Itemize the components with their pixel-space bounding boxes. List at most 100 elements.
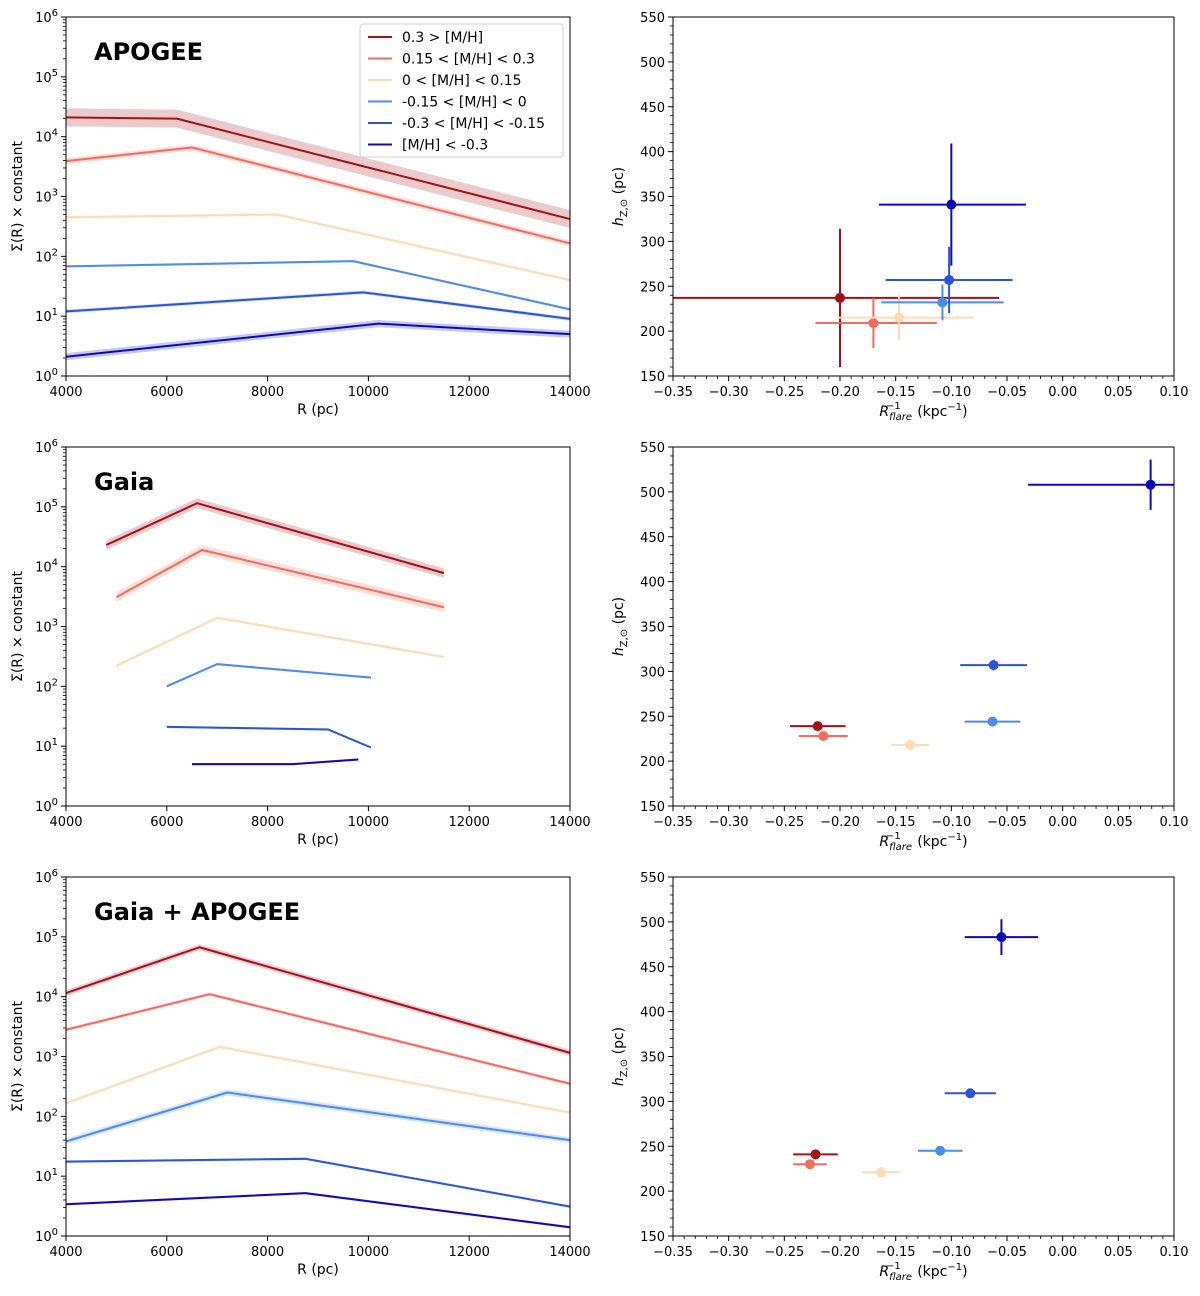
series-line-2	[65, 213, 571, 282]
y-tick-label: 500	[640, 916, 665, 931]
x-axis-label: R (pc)	[297, 1262, 339, 1278]
series-line-3	[65, 1091, 571, 1143]
series-band-5	[66, 320, 570, 361]
x-tick-label: −0.25	[764, 815, 804, 830]
x-tick-label: 12000	[449, 815, 490, 830]
y-tick-label: 150	[640, 1230, 665, 1245]
y-tick-label: 102	[35, 247, 58, 265]
x-axis-label: R (pc)	[297, 402, 339, 418]
x-tick-label: 12000	[449, 1245, 490, 1260]
y-tick-label: 101	[35, 1167, 58, 1185]
data-point-2	[876, 1167, 887, 1178]
y-tick-label: 102	[35, 1107, 58, 1125]
x-tick-label: −0.35	[653, 385, 693, 400]
y-axis-label: hZ,⊙ (pc)	[611, 1027, 630, 1086]
series-band-1	[66, 144, 570, 247]
panel-apogee-density: 4000 6000 8000 10000 12000 14000 100 101 102 103 1…	[10, 8, 591, 418]
panel-gaia-apogee-flare: −0.35 −0.30 −0.25 −0.20 −0.15 −0.10 −0.05 0.00 0…	[611, 871, 1188, 1283]
x-tick-label: −0.20	[820, 815, 860, 830]
legend-label: 0.15 < [M/H] < 0.3	[402, 52, 535, 68]
series-band-5	[66, 1191, 570, 1229]
x-tick-label: −0.20	[820, 385, 860, 400]
x-tick-label: −0.05	[987, 1245, 1027, 1260]
y-tick-label: 104	[35, 558, 58, 576]
y-tick-label: 103	[35, 1048, 58, 1066]
series-line-4	[166, 725, 372, 749]
x-tick-label: −0.05	[987, 815, 1027, 830]
series-line-1	[115, 548, 445, 609]
data-point-0	[835, 292, 845, 303]
y-axis-label: hZ,⊙ (pc)	[611, 167, 630, 226]
y-tick-label: 250	[640, 1140, 665, 1155]
y-tick-label: 101	[35, 737, 58, 755]
data-point-0	[810, 1149, 821, 1160]
x-tick-label: −0.10	[931, 385, 971, 400]
data-point-2	[894, 312, 905, 323]
legend-label: [M/H] < -0.3	[402, 138, 488, 154]
y-tick-label: 550	[640, 441, 665, 456]
y-tick-label: 106	[35, 8, 58, 26]
y-tick-label: 450	[640, 961, 665, 976]
y-tick-label: 400	[640, 576, 665, 591]
x-axis-label: R (pc)	[297, 832, 339, 848]
x-tick-label: −0.20	[820, 1245, 860, 1260]
x-tick-label: −0.15	[876, 385, 916, 400]
x-tick-label: −0.25	[764, 385, 804, 400]
x-tick-label: 0.00	[1048, 385, 1077, 400]
y-tick-label: 400	[640, 146, 665, 161]
x-tick-label: 0.00	[1048, 1245, 1077, 1260]
x-axis-label: Rflare−1 (kpc−1)	[879, 831, 967, 853]
panel-title: Gaia + APOGEE	[94, 898, 300, 926]
y-tick-label: 500	[640, 486, 665, 501]
series-line-3	[65, 260, 571, 311]
points-group	[793, 919, 1039, 1178]
series-line-1	[65, 146, 571, 245]
x-tick-label: 10000	[348, 385, 389, 400]
x-axis-label: Rflare−1 (kpc−1)	[879, 401, 967, 423]
series-band-0	[66, 944, 570, 1056]
x-tick-label: 14000	[549, 815, 590, 830]
data-point-4	[988, 660, 999, 671]
data-point-4	[965, 1088, 976, 1099]
data-point-5	[996, 932, 1007, 943]
y-tick-label: 350	[640, 191, 665, 206]
x-axis-label: Rflare−1 (kpc−1)	[879, 1261, 967, 1283]
data-point-1	[804, 1159, 815, 1170]
y-tick-label: 103	[35, 188, 58, 206]
y-axis-label: Σ(R) × constant	[10, 1001, 26, 1112]
y-tick-label: 150	[640, 800, 665, 815]
legend-label: 0 < [M/H] < 0.15	[402, 73, 522, 89]
y-tick-label: 200	[640, 755, 665, 770]
y-tick-label: 100	[35, 1227, 58, 1245]
points-group	[673, 143, 1026, 368]
y-tick-label: 450	[640, 101, 665, 116]
x-tick-label: −0.15	[876, 1245, 916, 1260]
x-tick-label: −0.35	[653, 1245, 693, 1260]
data-point-3	[987, 716, 998, 727]
legend-label: 0.3 > [M/H]	[402, 30, 483, 46]
panel-gaia-apogee-density: 4000 6000 8000 10000 12000 14000 100 101 102 103 1…	[10, 868, 591, 1278]
axes-frame	[672, 876, 1175, 1237]
x-tick-label: 6000	[150, 1245, 183, 1260]
panel-gaia-flare: −0.35 −0.30 −0.25 −0.20 −0.15 −0.10 −0.05 0.00 0…	[611, 441, 1188, 853]
x-tick-label: −0.15	[876, 815, 916, 830]
x-tick-label: −0.35	[653, 815, 693, 830]
data-point-5	[946, 199, 957, 210]
y-tick-label: 103	[35, 618, 58, 636]
y-tick-label: 300	[640, 1095, 665, 1110]
data-point-5	[1145, 479, 1156, 490]
x-tick-label: −0.25	[764, 1245, 804, 1260]
data-point-3	[937, 297, 948, 308]
y-tick-label: 550	[640, 11, 665, 26]
series-line-4	[65, 1157, 571, 1208]
y-tick-label: 104	[35, 988, 58, 1006]
x-tick-label: −0.30	[709, 1245, 749, 1260]
y-tick-label: 400	[640, 1006, 665, 1021]
y-tick-label: 250	[640, 280, 665, 295]
y-tick-label: 100	[35, 797, 58, 815]
axes-frame	[672, 446, 1175, 807]
y-tick-label: 300	[640, 665, 665, 680]
series-line-0	[105, 502, 445, 575]
series-line-5	[65, 1192, 571, 1229]
x-tick-label: 6000	[150, 815, 183, 830]
